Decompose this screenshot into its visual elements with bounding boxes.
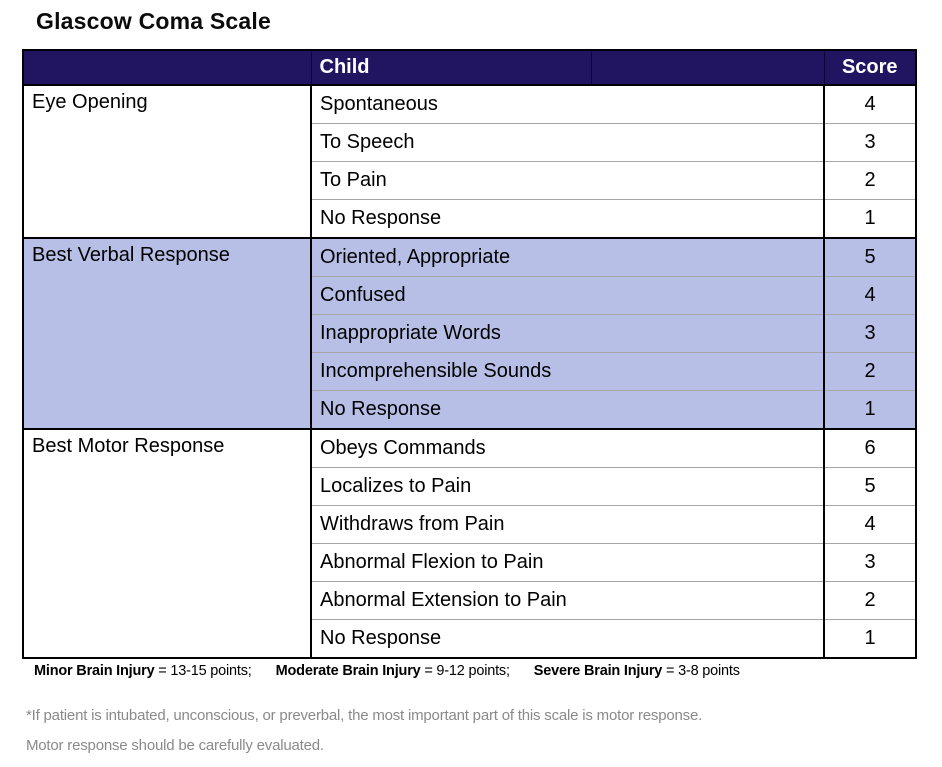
score-cell: 1: [823, 619, 916, 658]
header-cell-score: Score: [824, 50, 916, 86]
legend-label: Minor Brain Injury: [34, 663, 155, 679]
header-cell-empty: [591, 50, 825, 86]
score-cell: 2: [823, 352, 916, 391]
item-cell: Abnormal Extension to Pain: [311, 581, 824, 620]
table-row: Withdraws from Pain 4: [23, 505, 916, 544]
page-title: Glascow Coma Scale: [36, 8, 271, 34]
table-row: To Speech 3: [23, 123, 916, 162]
header-cell-child: Child: [311, 50, 592, 86]
item-cell: Withdraws from Pain: [311, 505, 824, 544]
score-cell: 3: [823, 123, 916, 162]
legend-item-severe: Severe Brain Injury = 3-8 points: [534, 663, 740, 679]
item-cell: No Response: [311, 390, 824, 429]
score-cell: 3: [823, 314, 916, 353]
score-cell: 1: [823, 390, 916, 429]
table-row: No Response 1: [23, 619, 916, 658]
item-cell: Obeys Commands: [311, 428, 824, 468]
table-row: Eye Opening Spontaneous 4: [23, 84, 916, 238]
header-row: Child Score: [23, 50, 916, 86]
score-cell: 6: [823, 428, 916, 468]
score-cell: 5: [823, 237, 916, 277]
injury-severity-legend: Minor Brain Injury = 13-15 points; Modera…: [34, 663, 764, 679]
item-cell: Spontaneous: [311, 84, 824, 124]
gcs-table: Child Score Eye Opening Spontaneous 4 To…: [22, 49, 917, 659]
score-cell: 4: [823, 84, 916, 124]
score-cell: 3: [823, 543, 916, 582]
table-row: Best Verbal Response Oriented, Appropria…: [23, 237, 916, 429]
category-cell-best-verbal-response: Best Verbal Response: [23, 237, 312, 429]
item-cell: Confused: [311, 276, 824, 315]
table-header: Child Score: [23, 50, 916, 86]
table-row: No Response 1: [23, 390, 916, 429]
table-row: Best Motor Response Obeys Commands 6: [23, 428, 916, 658]
item-cell: Oriented, Appropriate: [311, 237, 824, 277]
item-cell: Incomprehensible Sounds: [311, 352, 824, 391]
table-row: Confused 4: [23, 276, 916, 315]
item-cell: To Speech: [311, 123, 824, 162]
legend-label: Moderate Brain Injury: [275, 663, 421, 679]
footnote-line-2: Motor response should be carefully evalu…: [26, 737, 324, 754]
score-cell: 2: [823, 581, 916, 620]
score-cell: 2: [823, 161, 916, 200]
footnote: *If patient is intubated, unconscious, o…: [26, 701, 702, 761]
header-cell-category-empty: [23, 50, 312, 86]
legend-label: Severe Brain Injury: [533, 663, 663, 679]
legend-value: = 13-15 points;: [154, 663, 252, 679]
item-cell: Inappropriate Words: [311, 314, 824, 353]
legend-item-minor: Minor Brain Injury = 13-15 points;: [34, 663, 252, 679]
score-cell: 4: [823, 276, 916, 315]
table-row: No Response 1: [23, 199, 916, 238]
score-cell: 1: [823, 199, 916, 238]
legend-item-moderate: Moderate Brain Injury = 9-12 points;: [276, 663, 510, 679]
legend-value: = 9-12 points;: [420, 663, 510, 679]
table-row: Localizes to Pain 5: [23, 467, 916, 506]
table-row: Inappropriate Words 3: [23, 314, 916, 353]
score-cell: 4: [823, 505, 916, 544]
item-cell: No Response: [311, 199, 824, 238]
item-cell: No Response: [311, 619, 824, 658]
table-row: Incomprehensible Sounds 2: [23, 352, 916, 391]
item-cell: Abnormal Flexion to Pain: [311, 543, 824, 582]
table-row: Abnormal Flexion to Pain 3: [23, 543, 916, 582]
category-cell-best-motor-response: Best Motor Response: [23, 428, 312, 658]
category-cell-eye-opening: Eye Opening: [23, 84, 312, 238]
item-cell: Localizes to Pain: [311, 467, 824, 506]
table-row: To Pain 2: [23, 161, 916, 200]
score-cell: 5: [823, 467, 916, 506]
item-cell: To Pain: [311, 161, 824, 200]
table-row: Abnormal Extension to Pain 2: [23, 581, 916, 620]
legend-value: = 3-8 points: [662, 663, 740, 679]
footnote-line-1: *If patient is intubated, unconscious, o…: [26, 707, 703, 724]
